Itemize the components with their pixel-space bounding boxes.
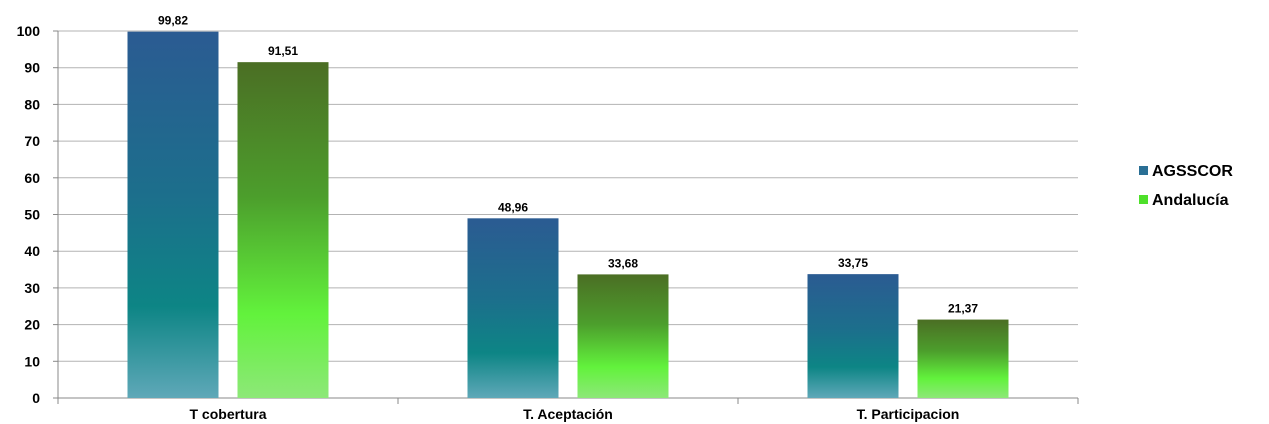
legend-swatch [1139, 195, 1148, 204]
gridlines [58, 30, 1078, 362]
bar [467, 218, 559, 398]
y-tick-label: 20 [24, 317, 40, 333]
bar [577, 274, 669, 398]
data-label: 33,75 [838, 256, 868, 270]
data-label: 33,68 [608, 256, 638, 270]
bars [127, 31, 1009, 399]
y-tick-label: 30 [24, 280, 40, 296]
y-tick-label: 90 [24, 60, 40, 76]
legend: AGSSCOR Andalucía [1139, 163, 1233, 209]
legend-label: Andalucía [1152, 192, 1229, 209]
bar [807, 274, 899, 398]
legend-label: AGSSCOR [1152, 163, 1233, 180]
y-tick-label: 40 [24, 243, 40, 259]
x-tick-label: T. Aceptación [523, 406, 613, 422]
data-label: 48,96 [498, 200, 528, 214]
axes: 0 10 20 30 40 50 60 70 80 90 100 T cobertura T. Acep… [17, 23, 1079, 422]
y-tick-label: 100 [17, 23, 41, 39]
data-label: 21,37 [948, 302, 978, 316]
x-tick-label: T. Participacion [857, 406, 960, 422]
y-tick-label: 10 [24, 353, 40, 369]
y-tick-label: 50 [24, 207, 40, 223]
legend-swatch [1139, 166, 1148, 175]
x-tick-label: T cobertura [189, 406, 266, 422]
bar [127, 31, 219, 398]
data-label: 99,82 [158, 14, 188, 28]
y-tick-label: 70 [24, 133, 40, 149]
y-tick-label: 60 [24, 170, 40, 186]
y-tick-label: 80 [24, 96, 40, 112]
bar [237, 62, 329, 399]
data-labels: 99,82 91,51 48,96 33,68 33,75 21,37 [158, 14, 978, 316]
bar [917, 319, 1009, 398]
data-label: 91,51 [268, 44, 298, 58]
y-tick-label: 0 [32, 390, 40, 406]
